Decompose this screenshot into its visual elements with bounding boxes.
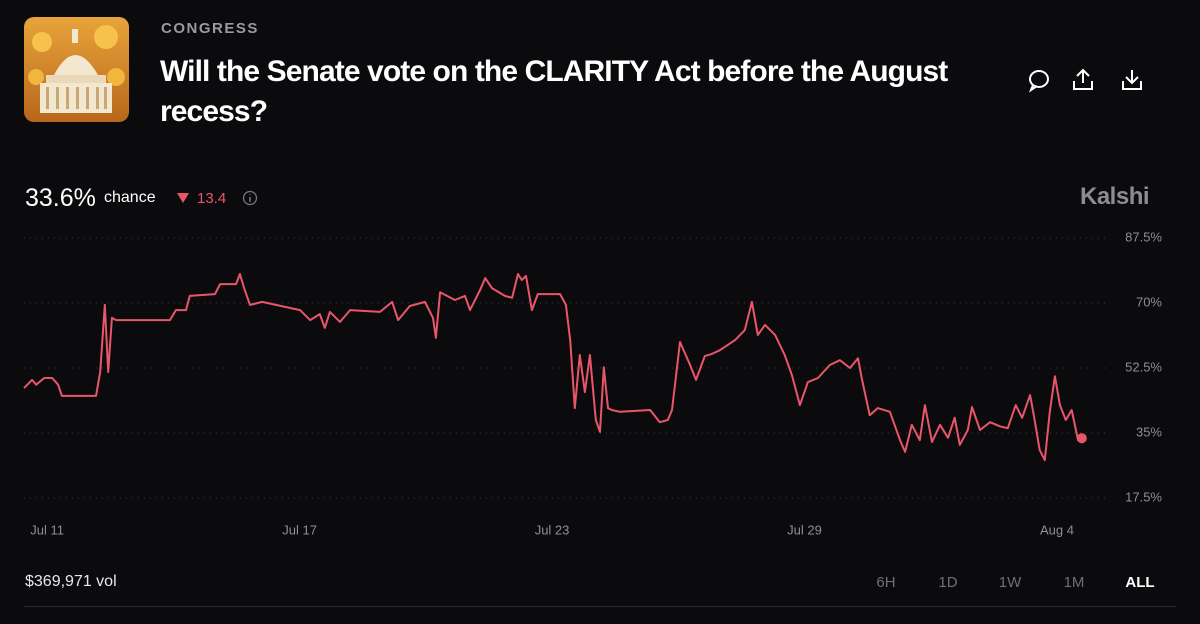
range-button[interactable]: 6H [876, 574, 896, 591]
change-value: 13.4 [197, 190, 227, 207]
current-point [1076, 433, 1087, 444]
info-icon[interactable] [242, 190, 258, 206]
category: CONGRESS [161, 20, 259, 37]
volume: $369,971 vol [25, 573, 117, 590]
x-tick-label: Jul 17 [282, 522, 317, 537]
x-tick-label: Jul 23 [535, 522, 570, 537]
range-button[interactable]: 1W [998, 574, 1022, 591]
y-tick-label: 35% [1136, 424, 1162, 439]
y-tick-label: 17.5% [1125, 489, 1162, 504]
comment-icon[interactable] [1028, 70, 1049, 93]
chance-label: chance [104, 189, 156, 206]
y-tick-label: 70% [1136, 294, 1162, 309]
price-line [23, 273, 1083, 462]
x-tick-label: Aug 4 [1040, 522, 1074, 537]
range-button[interactable]: ALL [1125, 574, 1155, 591]
divider [24, 606, 1176, 607]
y-tick-label: 87.5% [1125, 229, 1162, 244]
chance-value: 33.6% [25, 184, 96, 212]
market-title: Will the Senate vote on the CLARITY Act … [160, 55, 948, 128]
range-button[interactable]: 1M [1063, 574, 1085, 591]
down-arrow [177, 193, 189, 203]
price-chart: 17.5% 35% 52.5% 70% 87.5% Jul 11 Jul 17 Jul 23 J… [23, 229, 1162, 537]
x-tick-label: Jul 29 [787, 522, 822, 537]
action-icons [1028, 68, 1142, 93]
market-image [24, 17, 129, 122]
y-tick-label: 52.5% [1125, 359, 1162, 374]
brand-logo: Kalshi [1080, 183, 1150, 210]
download-icon[interactable] [1122, 70, 1142, 90]
share-icon[interactable] [1073, 68, 1093, 90]
x-tick-label: Jul 11 [30, 522, 64, 537]
range-button[interactable]: 1D [938, 574, 958, 591]
